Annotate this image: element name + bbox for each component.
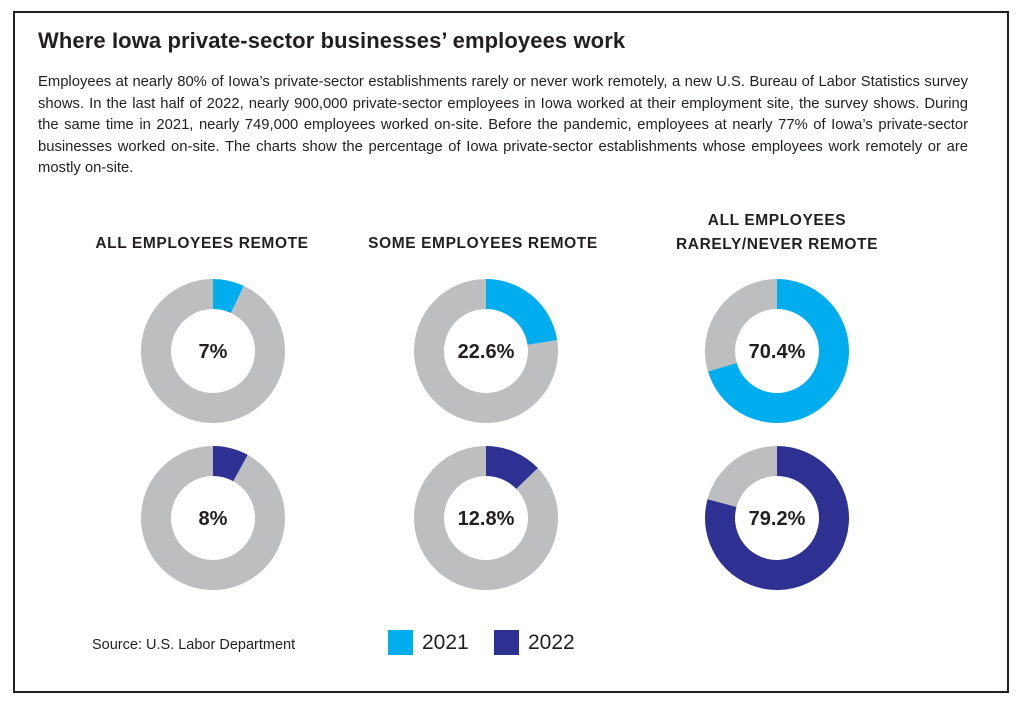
donut-remainder-2022-2 (707, 446, 777, 508)
legend-item-2022: 2022 (494, 630, 575, 655)
page-title: Where Iowa private-sector businesses’ em… (38, 28, 626, 53)
donut-slice-2021-1 (486, 279, 558, 345)
column-title-some-remote: SOME EMPLOYEES REMOTE (368, 235, 598, 252)
donut-value-label: 8% (199, 508, 228, 530)
chart-frame (13, 11, 1009, 693)
column-title-line: RARELY/NEVER REMOTE (675, 236, 879, 253)
donut-slice-2021-0 (213, 279, 244, 313)
donut-slice-2022-2 (704, 446, 849, 590)
donut-remainder-2021-1 (414, 279, 558, 423)
donut-slice-2022-1 (486, 446, 538, 489)
donut-value-label: 79.2% (749, 508, 806, 530)
legend-swatch (388, 630, 413, 655)
donut-remainder-2022-1 (413, 446, 558, 590)
donut-value-label: 22.6% (458, 341, 515, 363)
legend-label: 2021 (422, 630, 469, 654)
column-title-line: ALL EMPLOYEES (707, 212, 847, 229)
donut-value-label: 70.4% (749, 341, 806, 363)
legend-swatch (494, 630, 519, 655)
intro-paragraph: Employees at nearly 80% of Iowa’s privat… (38, 74, 968, 176)
donut-remainder-2022-0 (141, 446, 286, 591)
donut-remainder-2021-0 (141, 279, 286, 423)
column-title-never-remote: ALL EMPLOYEES RARELY/NEVER REMOTE (647, 209, 907, 257)
donut-slice-2022-0 (213, 446, 248, 482)
donut-value-label: 12.8% (458, 508, 515, 530)
column-title-all-remote: ALL EMPLOYEES REMOTE (95, 235, 309, 252)
donut-value-label: 7% (199, 341, 228, 363)
donut-remainder-2021-2 (705, 279, 777, 372)
source-note: Source: U.S. Labor Department (92, 637, 296, 653)
legend-label: 2022 (528, 630, 575, 654)
legend-item-2021: 2021 (388, 630, 469, 655)
donut-slice-2021-2 (707, 279, 849, 424)
